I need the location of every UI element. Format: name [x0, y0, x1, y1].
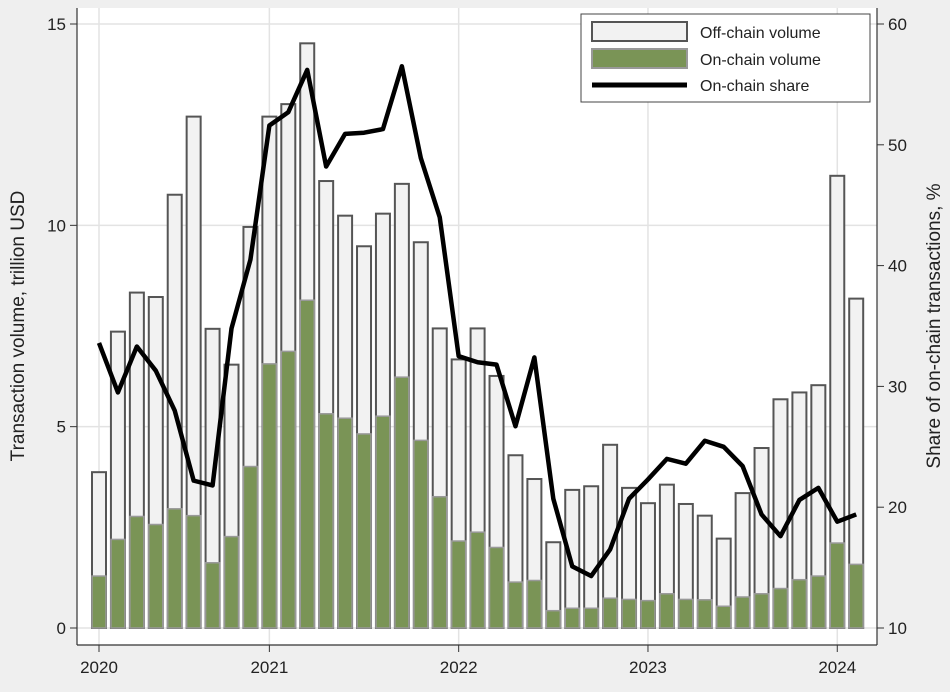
y2-tick-label: 40 [888, 257, 907, 276]
onchain-bar [166, 508, 183, 629]
onchain-bar [734, 596, 751, 629]
onchain-bar [337, 417, 353, 629]
onchain-bar [697, 599, 713, 629]
onchain-bar [772, 587, 789, 629]
onchain-bar [129, 515, 145, 629]
legend-label-onchain: On-chain volume [700, 52, 821, 69]
y-tick-label: 0 [57, 619, 66, 638]
on-chain-share-line [96, 64, 858, 579]
axes [76, 8, 878, 646]
onchain-bar [583, 607, 599, 629]
y-tick-label: 15 [47, 15, 66, 34]
onchain-bar [602, 597, 618, 629]
onchain-bar [299, 299, 315, 629]
tick-labels: 0 5 10 15 10 20 30 40 50 60 2020 2021 2022 2023 2024 [47, 15, 907, 677]
onchain-bar [110, 538, 126, 629]
x-tick-label: 2021 [250, 658, 288, 677]
legend-swatch-onchain [591, 48, 688, 69]
y2-tick-label: 10 [888, 619, 907, 638]
x-tick-label: 2022 [440, 658, 478, 677]
onchain-bar [148, 523, 164, 629]
onchain-bar [242, 465, 259, 629]
onchain-bar [91, 575, 107, 629]
onchain-bar [621, 598, 637, 629]
onchain-bar [356, 433, 372, 629]
x-tick-label: 2020 [80, 658, 118, 677]
onchain-bar [413, 439, 429, 629]
onchain-bar [223, 535, 240, 629]
onchain-bar [829, 542, 846, 629]
onchain-bar [394, 376, 410, 629]
onchain-bar [488, 546, 505, 629]
y-axis-label: Transaction volume, trillion USD [8, 191, 29, 462]
y2-tick-label: 60 [888, 15, 907, 34]
onchain-bar [507, 581, 524, 629]
legend-label-share: On-chain share [700, 78, 809, 95]
onchain-bar [204, 562, 221, 629]
y2-tick-label: 20 [888, 498, 907, 517]
onchain-bar [659, 593, 675, 629]
y2-axis-label: Share of on-chain transactions, % [924, 183, 945, 468]
onchain-bar [261, 363, 278, 629]
onchain-bar [753, 593, 770, 629]
onchain-bar [715, 605, 732, 629]
x-tick-label: 2023 [629, 658, 667, 677]
share-line-group [96, 64, 858, 579]
onchain-bar [280, 350, 297, 629]
onchain-bar [564, 607, 580, 629]
onchain-bar [848, 563, 864, 629]
x-tick-label: 2024 [818, 658, 856, 677]
onchain-bar [810, 575, 827, 629]
y2-tick-label: 30 [888, 377, 907, 396]
onchain-bar [526, 579, 543, 629]
onchain-bar [318, 413, 334, 629]
y2-tick-label: 50 [888, 136, 907, 155]
onchain-bar [545, 609, 562, 629]
legend-swatch-offchain [591, 21, 688, 42]
onchain-bar [375, 415, 391, 629]
onchain-bar [678, 598, 694, 629]
onchain-bar [450, 540, 467, 629]
onchain-bar [791, 578, 808, 629]
bars [91, 42, 865, 630]
legend: Off-chain volume On-chain volume On-chai… [580, 13, 871, 103]
offchain-bar [583, 485, 600, 629]
onchain-bar [640, 599, 656, 629]
legend-label-offchain: Off-chain volume [700, 25, 821, 42]
onchain-bar [431, 495, 448, 629]
onchain-bar [185, 514, 202, 629]
y-tick-label: 10 [47, 216, 66, 235]
y-tick-label: 5 [57, 418, 66, 437]
onchain-bar [469, 531, 486, 629]
